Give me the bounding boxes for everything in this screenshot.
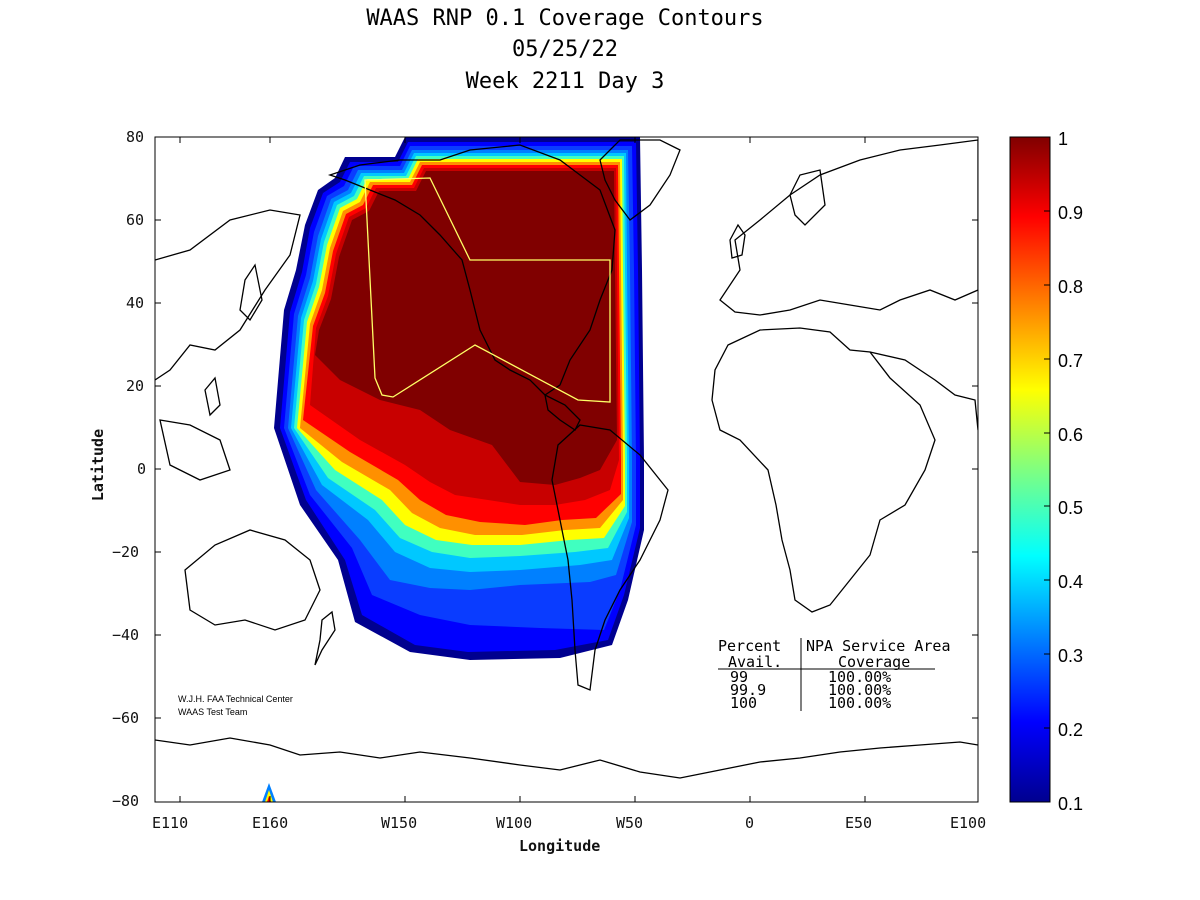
table-coverage-cell: 100.00% (828, 668, 892, 686)
table-header-right: NPA Service Area (806, 637, 951, 655)
colorbar-tick-label: 0.4 (1058, 572, 1084, 592)
contour-1.0 (315, 171, 617, 485)
south-america-outline (551, 424, 669, 691)
x-tick-label: W100 (496, 814, 533, 832)
chart-date: 05/25/22 (512, 37, 618, 62)
x-tick-label: 0 (745, 814, 755, 832)
north-america-outline (327, 144, 616, 396)
table-coverage-cell: 100.00% (828, 694, 892, 712)
antarctica-outline (155, 737, 978, 779)
colorbar (1009, 136, 1051, 803)
table-avail-cell: 100 (730, 694, 758, 712)
chart-title: WAAS RNP 0.1 Coverage Contours (366, 6, 764, 31)
y-tick-label: −40 (112, 626, 140, 644)
colorbar-tick-label: 0.2 (1058, 720, 1084, 740)
y-tick-label: −20 (112, 543, 140, 561)
colorbar-tick-label: 0.8 (1058, 277, 1084, 297)
service-area-boundary (364, 177, 611, 403)
table-avail-cell: 99.9 (730, 681, 767, 699)
credit-line: WAAS Test Team (178, 707, 248, 717)
x-tick-label: E100 (950, 814, 987, 832)
y-tick-label: 80 (126, 128, 145, 146)
y-tick-label: 60 (126, 211, 145, 229)
australia-outline (184, 529, 321, 631)
y-tick-label: 40 (126, 294, 145, 312)
y-axis-label: Latitude (89, 428, 107, 502)
y-tick-marks (155, 219, 978, 719)
coastlines (155, 139, 978, 779)
y-tick-label: 0 (137, 460, 147, 478)
x-axis-label: Longitude (519, 837, 601, 855)
x-tick-label: E160 (252, 814, 289, 832)
colorbar-tick-label: 0.3 (1058, 646, 1084, 666)
greenland-outline (599, 139, 681, 221)
table-subheader-left: Avail. (728, 653, 783, 671)
eurasia-outline (719, 139, 978, 316)
y-tick-label: 20 (126, 377, 145, 395)
arabia-outline (869, 351, 978, 431)
table-subheader-right: Coverage (838, 653, 911, 671)
africa-outline (711, 327, 936, 613)
colorbar-tick-label: 0.1 (1058, 794, 1084, 814)
x-tick-marks (179, 137, 866, 802)
colorbar-tick-label: 0.6 (1058, 425, 1084, 445)
credit-line: W.J.H. FAA Technical Center (178, 694, 293, 704)
y-tick-label: −80 (112, 792, 140, 810)
table-lines (718, 638, 935, 711)
colorbar-tick-marks (1044, 210, 1050, 729)
table-header-left: Percent (718, 637, 782, 655)
x-tick-label: W50 (616, 814, 644, 832)
colorbar-tick-label: 0.5 (1058, 498, 1084, 518)
x-tick-label: E110 (152, 814, 189, 832)
y-tick-label: −60 (112, 709, 140, 727)
colorbar-tick-label: 1 (1058, 129, 1069, 149)
x-tick-label: E50 (845, 814, 873, 832)
chart-week-day: Week 2211 Day 3 (465, 69, 665, 94)
colorbar-tick-label: 0.9 (1058, 203, 1084, 223)
colorbar-tick-label: 0.7 (1058, 351, 1084, 371)
table-avail-cell: 99 (730, 668, 749, 686)
x-tick-label: W150 (381, 814, 418, 832)
table-coverage-cell: 100.00% (828, 681, 892, 699)
